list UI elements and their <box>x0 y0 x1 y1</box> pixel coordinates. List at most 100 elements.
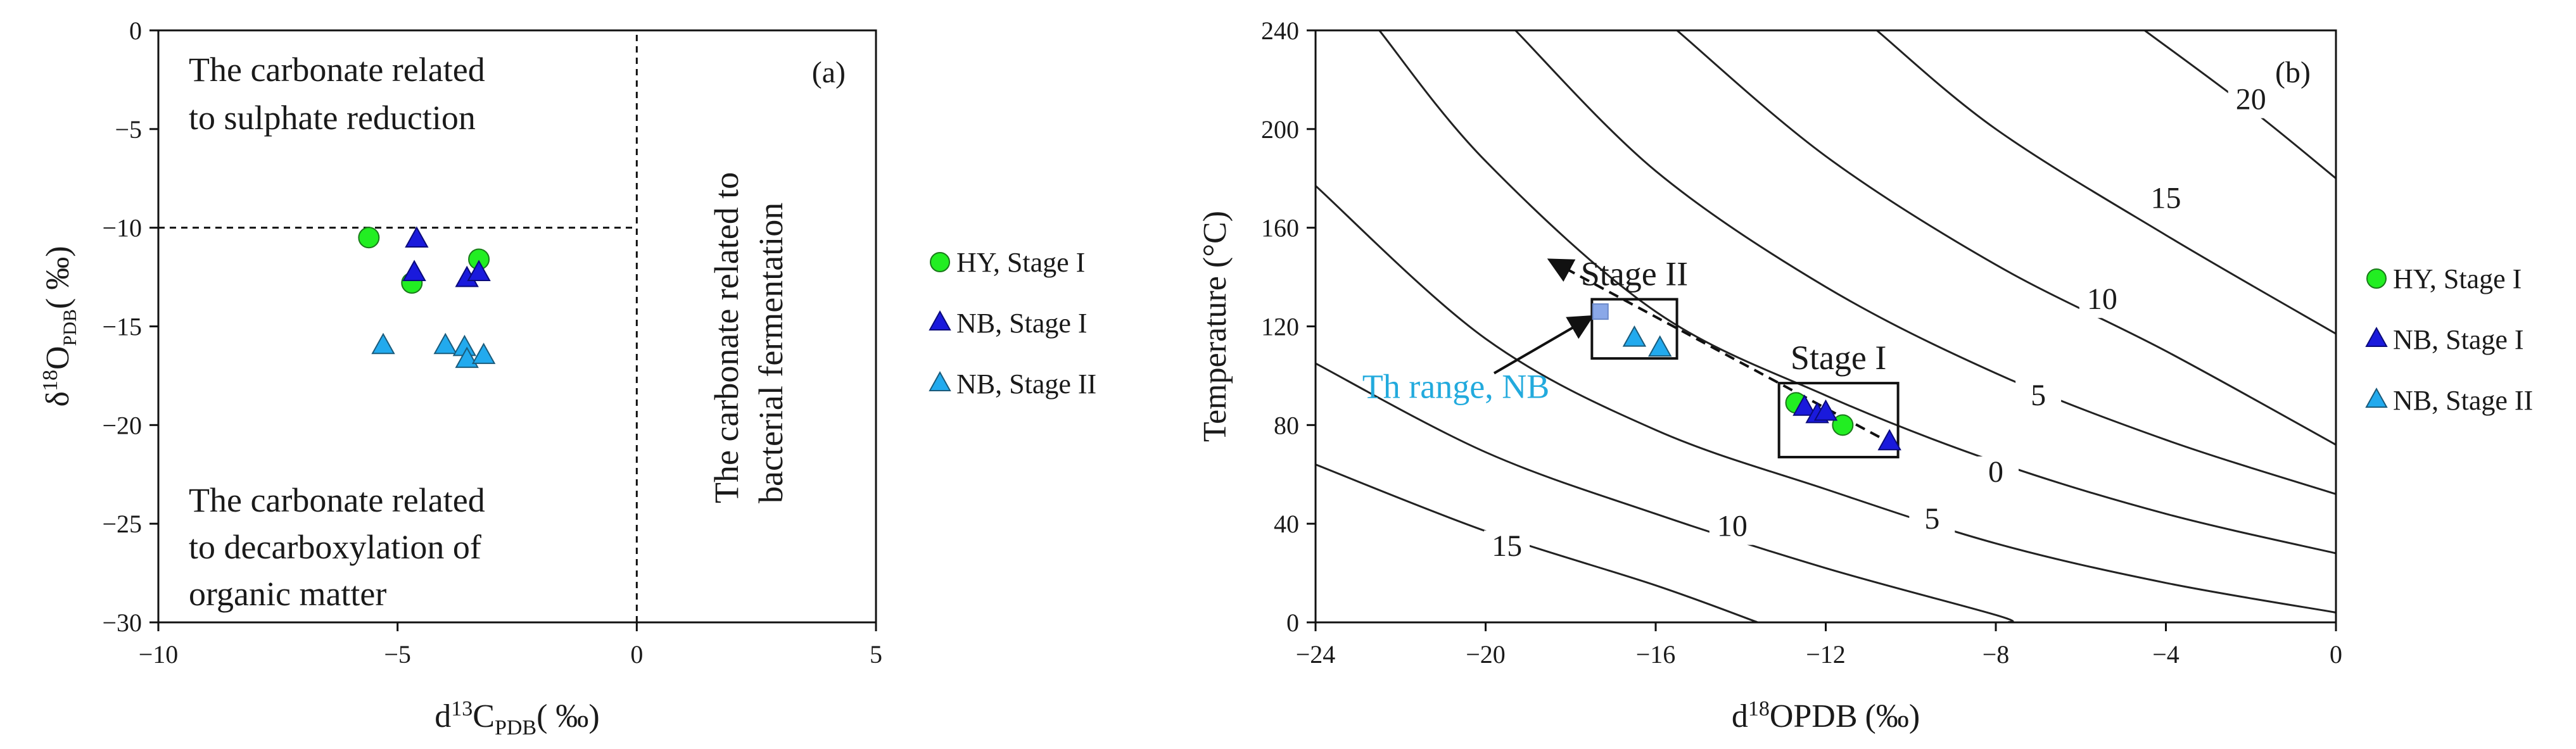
b-xlabel-main: d <box>1732 698 1748 734</box>
a-y-tick-label: −30 <box>102 608 142 637</box>
b-legend-marker-nb-stage-2 <box>2365 387 2388 408</box>
b-point-nb-stage-1 <box>1792 394 1817 416</box>
a-point-nb-stage-2 <box>455 346 479 368</box>
a-legend: HY, Stage I NB, Stage I NB, Stage II <box>929 247 1096 400</box>
a-xlabel-unit: ( ‰) <box>536 698 600 734</box>
b-xlabel-mid: OPDB <box>1770 698 1858 734</box>
a-y-tick-label: −20 <box>102 411 142 439</box>
a-x-axis-title: d13CPDB( ‰) <box>435 697 599 740</box>
a-region-decarboxylation: The carbonate related to decarboxylation… <box>189 481 493 613</box>
panel-a-chart: −10 −5 0 5 0 −5 −10 −15 −20 −25 −30 (a) The carbon… <box>39 16 882 740</box>
a-legend-label-hy-stage-1: HY, Stage I <box>956 247 1085 278</box>
a-x-tick-label: −10 <box>139 640 179 669</box>
b-y-tick-label: 160 <box>1261 214 1299 242</box>
b-stage-2-label: Stage II <box>1581 255 1688 293</box>
b-legend: HY, Stage I NB, Stage I NB, Stage II <box>2365 263 2533 416</box>
a-x-tick-label: 0 <box>630 640 643 669</box>
b-point-hy-stage-1 <box>1832 414 1854 436</box>
b-point-nb-stage-1 <box>1813 399 1838 421</box>
a-x-tick-label: −5 <box>384 640 411 669</box>
a-region-bacterial-fermentation: The carbonate related to bacterial ferme… <box>707 163 790 503</box>
b-contour-label: 0 <box>1988 455 2003 489</box>
b-data-points <box>1622 325 1901 451</box>
b-xlabel-unit: (‰) <box>1865 698 1920 734</box>
b-y-tick-label: 200 <box>1261 115 1299 144</box>
b-contour-label-bg <box>2143 182 2189 217</box>
a-region-decarb-line-3: organic matter <box>189 575 386 613</box>
b-y-tick-label: 0 <box>1286 608 1299 637</box>
a-ylabel-mid: O <box>40 346 76 370</box>
a-axis-ticks: −10 −5 0 5 0 −5 −10 −15 −20 −25 −30 <box>102 16 882 669</box>
a-point-nb-stage-1 <box>405 226 429 248</box>
b-legend-marker-nb-stage-1 <box>2365 327 2388 347</box>
a-point-hy-stage-1 <box>358 227 380 249</box>
b-x-tick-label: −20 <box>1466 640 1506 669</box>
b-y-axis-title: Temperature (°C) <box>1197 211 1233 442</box>
b-stage-1-box <box>1777 382 1900 458</box>
a-ylabel-sup: 18 <box>39 370 62 391</box>
b-contour-label: 5 <box>2031 379 2046 412</box>
b-contour-5 <box>1514 30 2336 495</box>
a-region-decarb-line-2: to decarboxylation of <box>189 528 481 566</box>
b-x-tick-label: −24 <box>1296 640 1336 669</box>
a-xlabel-main: d <box>435 698 451 734</box>
a-legend-label-nb-stage-2: NB, Stage II <box>956 368 1096 400</box>
b-y-tick-label: 40 <box>1274 510 1299 538</box>
a-point-nb-stage-2 <box>371 332 395 355</box>
b-contour-5 <box>1316 185 2336 614</box>
b-contour-label-bg <box>1909 503 1955 538</box>
b-legend-label-hy-stage-1: HY, Stage I <box>2393 263 2522 294</box>
a-legend-nb-stage-2: NB, Stage II <box>929 368 1096 400</box>
b-contour-15 <box>1316 463 1758 622</box>
a-y-tick-label: −25 <box>102 510 142 538</box>
a-legend-marker-nb-stage-2 <box>929 371 951 391</box>
a-region-sulphate-reduction: The carbonate related to sulphate reduct… <box>189 51 493 137</box>
b-legend-label-nb-stage-1: NB, Stage I <box>2393 324 2524 355</box>
b-contour-0 <box>1378 30 2336 555</box>
b-contour-labels: 15 10 5 0 5 10 15 20 <box>1484 83 2274 565</box>
b-x-axis-title: d18OPDB (‰) <box>1732 697 1920 734</box>
b-legend-nb-stage-2: NB, Stage II <box>2365 385 2533 416</box>
a-xlabel-mid: C <box>473 698 495 734</box>
b-contour-label: 5 <box>1924 502 1939 536</box>
a-region-sulphate-line-2: to sulphate reduction <box>189 99 476 137</box>
a-point-nb-stage-2 <box>433 332 457 355</box>
b-legend-marker-hy-stage-1 <box>2366 268 2387 289</box>
a-data-points <box>358 226 496 368</box>
a-y-axis-title: δ18OPDB( ‰) <box>39 246 80 406</box>
a-legend-hy-stage-1: HY, Stage I <box>930 247 1085 278</box>
b-contour-label-bg <box>2015 380 2062 415</box>
b-panel-tag: (b) <box>2275 56 2311 89</box>
b-contour-10 <box>1676 30 2336 446</box>
a-region-bacterial-line-1: The carbonate related to <box>707 172 746 503</box>
a-point-nb-stage-2 <box>471 343 496 364</box>
a-region-decarb-line-1: The carbonate related <box>189 481 485 519</box>
a-y-tick-label: −15 <box>102 313 142 341</box>
b-isotope-contours <box>1316 30 2336 622</box>
b-y-tick-label: 80 <box>1274 411 1299 439</box>
panel-b-chart: 15 10 5 0 5 10 15 20 −24 −20 −16 −12 −8 −4 0 0 40 80 120 1… <box>1197 16 2342 734</box>
b-x-tick-label: −12 <box>1806 640 1846 669</box>
b-xlabel-sup: 18 <box>1748 697 1770 721</box>
b-contour-label-bg <box>2079 284 2125 318</box>
a-legend-marker-nb-stage-1 <box>929 310 951 330</box>
b-contour-label: 15 <box>2151 182 2181 215</box>
b-contour-10 <box>1316 362 2014 622</box>
b-contour-15 <box>1876 30 2336 335</box>
a-y-tick-label: −10 <box>102 214 142 242</box>
b-contour-label-bg <box>1484 530 1530 565</box>
b-legend-nb-stage-1: NB, Stage I <box>2365 324 2524 355</box>
a-y-tick-label: 0 <box>129 16 142 45</box>
b-x-tick-label: −4 <box>2152 640 2179 669</box>
b-contour-label-bg <box>1973 456 2019 491</box>
a-region-bacterial-line-2: bacterial fermentation <box>752 203 790 503</box>
a-panel-tag: (a) <box>812 56 846 89</box>
b-contour-label: 10 <box>2087 282 2117 316</box>
b-contour-label: 15 <box>1492 529 1522 563</box>
b-x-tick-label: −16 <box>1636 640 1676 669</box>
a-region-sulphate-line-1: The carbonate related <box>189 51 485 89</box>
a-x-tick-label: 5 <box>870 640 882 669</box>
a-point-nb-stage-1 <box>467 260 491 281</box>
